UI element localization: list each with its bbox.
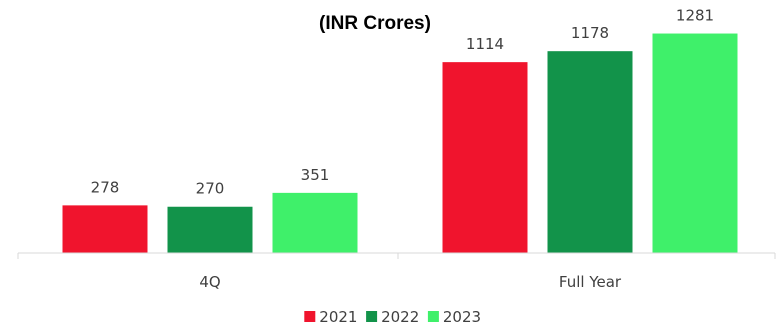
data-label: 1178 — [571, 24, 609, 42]
bars-group — [62, 33, 738, 254]
legend-swatch — [366, 311, 378, 322]
legend: 2021 2022 2023 — [304, 308, 481, 326]
legend-swatch — [427, 311, 439, 322]
legend-label: 2023 — [443, 308, 481, 326]
data-label: 270 — [196, 180, 225, 198]
data-label: 351 — [301, 166, 330, 184]
bar-2022-full-year — [547, 51, 633, 254]
legend-label: 2022 — [381, 308, 419, 326]
legend-label: 2021 — [319, 308, 357, 326]
data-label: 1281 — [676, 7, 714, 25]
x-tick-labels-group: 4Q Full Year — [199, 273, 622, 291]
data-label: 1114 — [466, 35, 504, 53]
bar-2023-4q — [272, 192, 358, 253]
bar-2022-4q — [167, 206, 253, 253]
chart-title: (INR Crores) — [319, 13, 431, 34]
data-labels-group: 278 270 351 1114 1178 1281 — [91, 7, 714, 198]
bar-2021-4q — [62, 205, 148, 253]
bar-2023-full-year — [652, 33, 738, 253]
data-label: 278 — [91, 178, 120, 196]
legend-swatch — [304, 311, 316, 322]
x-tick-label: 4Q — [199, 273, 220, 291]
x-tick-label: Full Year — [559, 273, 622, 291]
bar-2021-full-year — [442, 62, 528, 254]
